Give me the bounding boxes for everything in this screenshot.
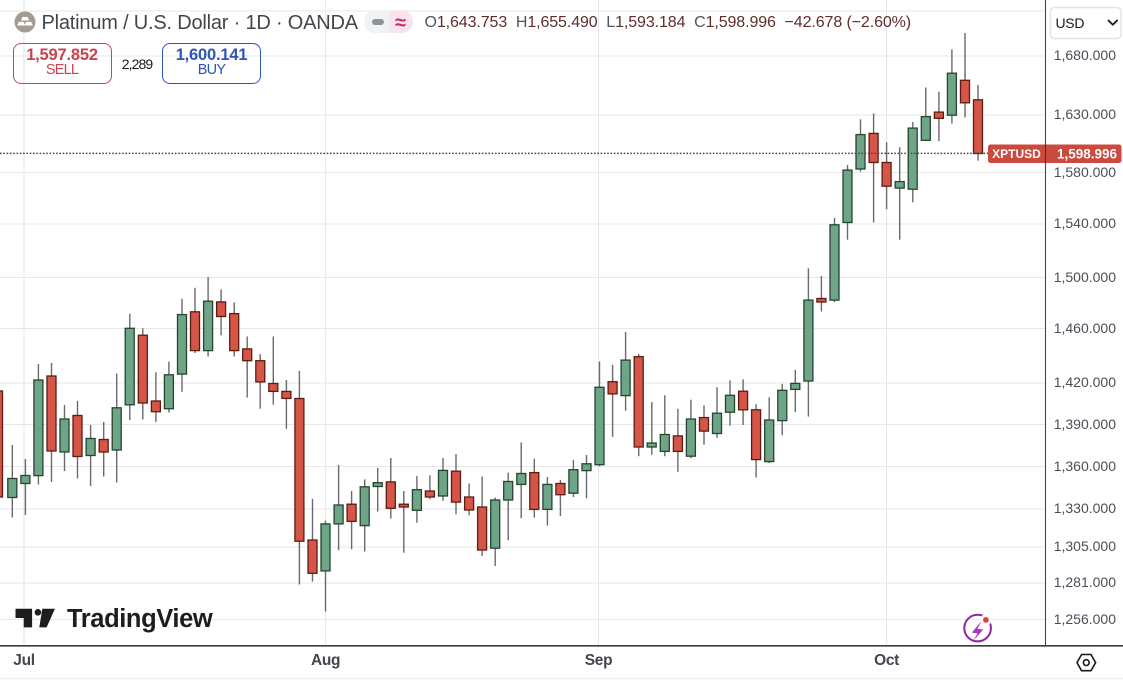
svg-text:1,598.996: 1,598.996 <box>1057 146 1118 161</box>
svg-text:USD: USD <box>1056 15 1085 31</box>
svg-text:TradingView: TradingView <box>67 605 213 633</box>
svg-text:XPTUSD: XPTUSD <box>992 147 1041 161</box>
